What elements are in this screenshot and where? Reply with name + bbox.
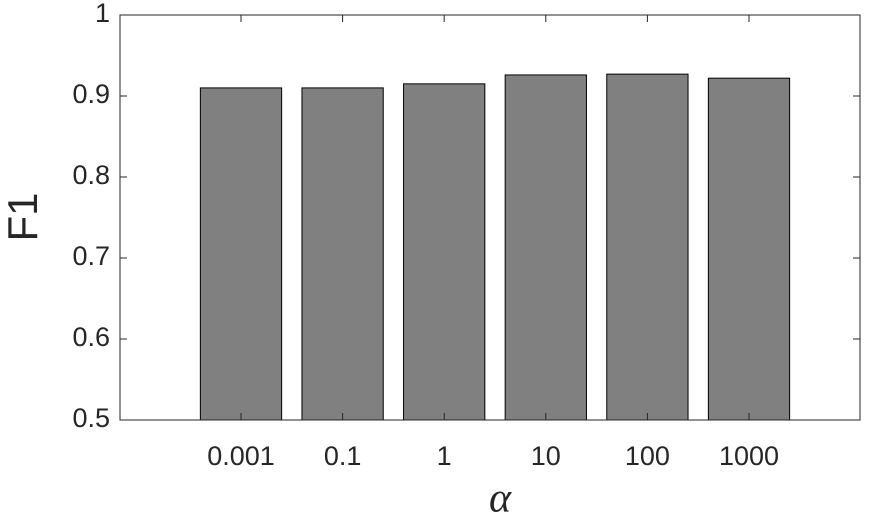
- x-tick-label: 10: [531, 441, 561, 471]
- x-tick-label: 0.1: [324, 441, 362, 471]
- y-tick-label: 0.8: [72, 160, 110, 190]
- bar: [199, 87, 283, 421]
- y-tick-label: 0.6: [72, 322, 110, 352]
- y-tick-label: 0.9: [72, 79, 110, 109]
- y-tick-label: 0.5: [72, 403, 110, 433]
- bar: [504, 74, 587, 421]
- y-axis-label: F1: [0, 192, 46, 241]
- y-tick-label: 1: [95, 0, 110, 28]
- x-tick-label: 1: [437, 441, 452, 471]
- x-axis-label: α: [489, 476, 512, 522]
- x-tick-label: 0.001: [207, 441, 275, 471]
- bar: [301, 87, 384, 421]
- bar: [606, 73, 689, 421]
- plot-frame: [119, 14, 861, 421]
- bar: [707, 77, 791, 421]
- x-tick-label: 100: [625, 441, 670, 471]
- bar: [403, 83, 486, 421]
- x-tick-label: 1000: [719, 441, 779, 471]
- y-tick-label: 0.7: [72, 241, 110, 271]
